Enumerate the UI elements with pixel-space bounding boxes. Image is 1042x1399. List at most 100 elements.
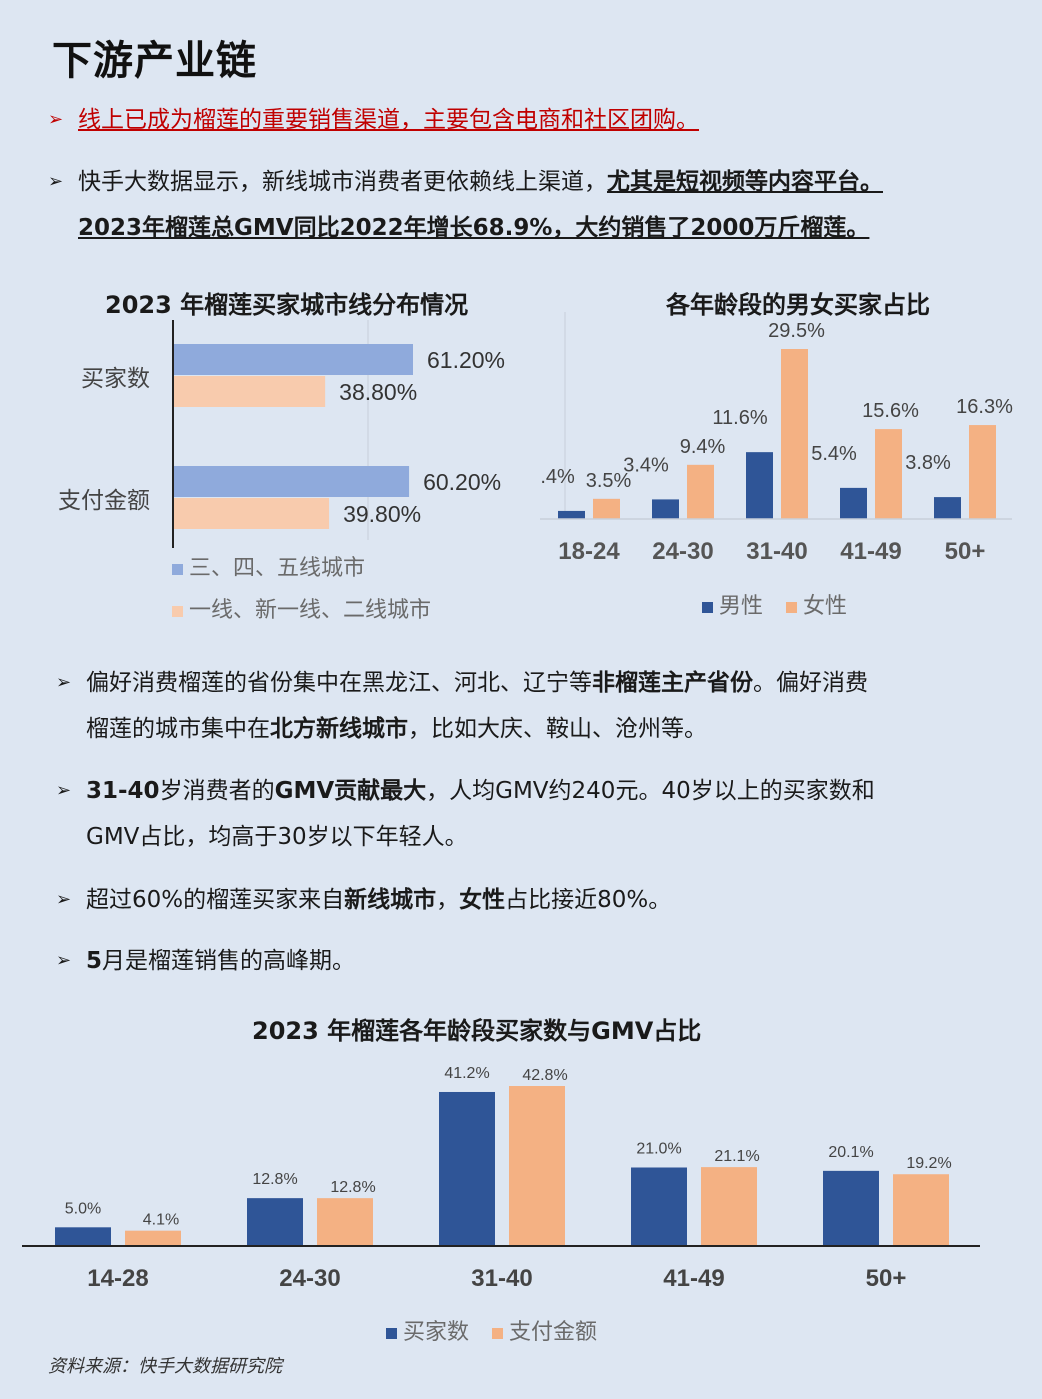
chart2-category-label: 18-24	[558, 538, 620, 565]
chart2-category-label: 31-40	[746, 538, 807, 565]
chart2-bar	[593, 498, 620, 519]
chart3-data-label: 19.2%	[906, 1155, 951, 1172]
arrow-icon: ➢	[48, 171, 64, 192]
bullet-4-bold-a: 31-40	[86, 778, 160, 804]
chart2-data-label: 11.6%	[712, 407, 767, 429]
chart1-title: 2023 年榴莲买家城市线分布情况	[105, 291, 469, 319]
bullet-5-text-a: 超过60%的榴莲买家来自	[86, 887, 345, 913]
chart2-bar	[934, 497, 961, 519]
chart2-bar	[969, 425, 996, 519]
chart2-bar	[875, 429, 902, 519]
bullet-6: ➢ 5月是榴莲销售的高峰期。	[56, 938, 355, 984]
bullet-5: ➢ 超过60%的榴莲买家来自新线城市，女性占比接近80%。	[56, 877, 671, 923]
chart2-bar	[652, 499, 679, 519]
chart3-data-label: 21.0%	[636, 1140, 681, 1157]
chart1-legend-a-label: 三、四、五线城市	[189, 556, 366, 581]
chart2-legend-male: 男性	[719, 594, 764, 619]
chart1-bar	[173, 466, 410, 497]
bullet-2-emphasis: 尤其是短视频等内容平台。	[607, 169, 883, 195]
bullet-2: ➢ 快手大数据显示，新线城市消费者更依赖线上渠道，尤其是短视频等内容平台。 202…	[48, 159, 998, 251]
arrow-icon: ➢	[48, 109, 64, 130]
bullet-2-text: 快手大数据显示，新线城市消费者更依赖线上渠道，	[78, 169, 607, 195]
chart2-data-label: 15.6%	[862, 400, 919, 422]
bullet-5-bold-a: 新线城市	[344, 887, 437, 913]
chart1-svg: 买家数 61.20% 38.80% 支付金额 60.20%39.80%	[58, 320, 505, 548]
page-title: 下游产业链	[52, 38, 257, 84]
chart1-data-label: 38.80%	[339, 379, 417, 405]
chart2-legend-female: 女性	[803, 594, 848, 619]
chart3-data-label: 5.0%	[65, 1200, 101, 1217]
chart1-bar	[173, 376, 326, 407]
chart3-title: 2023 年榴莲各年龄段买家数与GMV占比	[252, 1017, 702, 1045]
chart3-category-label: 31-40	[471, 1265, 532, 1292]
arrow-icon: ➢	[56, 950, 72, 971]
bullet-3-text-b: 。偏好消费	[753, 670, 868, 696]
bullet-1-text: 线上已成为榴莲的重要销售渠道，主要包含电商和社区团购。	[78, 107, 699, 133]
chart3-data-label: 41.2%	[444, 1065, 489, 1082]
legend-swatch	[786, 601, 798, 613]
bullet-3-bold-a: 非榴莲主产省份	[592, 670, 753, 696]
chart2-data-label: 29.5%	[768, 320, 825, 342]
chart1-category-label: 支付金额	[58, 487, 150, 513]
chart1-data-label: 39.80%	[343, 501, 421, 527]
chart3-data-label: 20.1%	[828, 1144, 873, 1161]
legend-swatch	[492, 1327, 504, 1339]
chart3-data-label: 4.1%	[143, 1212, 179, 1229]
chart2-category-label: 24-30	[652, 538, 713, 565]
bullet-4-text-b: ，人均GMV约240元。40岁以上的买家数和	[426, 778, 875, 804]
chart2-bar	[840, 487, 867, 519]
chart2-data-label: 3.4%	[623, 454, 669, 476]
chart3-bar	[509, 1086, 565, 1246]
legend-swatch	[172, 563, 183, 575]
chart3-legend: 买家数 支付金额	[386, 1314, 597, 1346]
chart2-data-label: 3.8%	[905, 452, 951, 474]
bullet-4-bold-b: GMV	[274, 778, 335, 804]
bullet-4-line2: GMV占比，均高于30岁以下年轻人。	[86, 824, 468, 850]
chart3-legend-payment: 支付金额	[509, 1320, 598, 1345]
chart1-data-label: 61.20%	[427, 347, 505, 373]
bullet-3-text-d: ，比如大庆、鞍山、沧州等。	[408, 716, 707, 742]
chart1-legend-b: 一线、新一线、二线城市	[172, 592, 431, 624]
chart2-data-label: 1.4%	[540, 466, 575, 488]
chart2-svg: 1.4% 3.5% 18-24 3.4% 9.4% 24-30 11.6% 29.5% 31-4…	[540, 312, 1013, 565]
chart3-bar	[701, 1167, 757, 1246]
bullet-3-text-a: 偏好消费榴莲的省份集中在黑龙江、河北、辽宁等	[86, 670, 592, 696]
bullet-3-text-c: 榴莲的城市集中在	[86, 716, 270, 742]
chart2-data-label: 9.4%	[680, 436, 726, 458]
bullet-3-bold-b: 北方新线城市	[270, 716, 408, 742]
chart1-category-label: 买家数	[81, 365, 150, 391]
arrow-icon: ➢	[56, 780, 72, 801]
source-note: 资料来源：快手大数据研究院	[48, 1356, 282, 1377]
chart3-category-label: 24-30	[279, 1265, 340, 1292]
bullet-3: ➢ 偏好消费榴莲的省份集中在黑龙江、河北、辽宁等非榴莲主产省份。偏好消费 榴莲的城…	[56, 660, 996, 752]
chart3-bar	[631, 1167, 687, 1246]
chart2-category-label: 41-49	[840, 538, 901, 565]
chart2-title: 各年龄段的男女买家占比	[666, 291, 930, 319]
chart3-bar	[125, 1230, 181, 1246]
bullet-6-bold: 5	[86, 948, 103, 974]
chart2-legend: 男性 女性	[702, 588, 847, 620]
bullet-5-bold-b: 女性	[459, 887, 506, 913]
chart2-category-label: 50+	[945, 538, 986, 565]
legend-swatch	[386, 1327, 397, 1339]
legend-swatch	[702, 601, 713, 613]
chart3-data-label: 21.1%	[714, 1148, 759, 1165]
arrow-icon: ➢	[56, 672, 72, 693]
chart1-legend-a: 三、四、五线城市	[172, 550, 365, 582]
chart1-legend-b-label: 一线、新一线、二线城市	[189, 598, 432, 623]
chart2-bar	[558, 510, 585, 519]
arrow-icon: ➢	[56, 889, 72, 910]
chart3-category-label: 41-49	[663, 1265, 724, 1292]
chart3-bar	[317, 1198, 373, 1246]
chart2-bar	[687, 464, 714, 519]
chart1-bar	[173, 498, 330, 529]
bullet-4-text-a: 岁消费者的	[159, 778, 275, 804]
bullet-5-text-b: ，	[436, 887, 460, 913]
chart3-legend-buyers: 买家数	[403, 1320, 470, 1345]
chart2-data-label: 5.4%	[811, 443, 857, 465]
chart3-category-label: 14-28	[87, 1265, 148, 1292]
chart3-bar	[247, 1198, 303, 1246]
bullet-4: ➢ 31-40岁消费者的GMV贡献最大，人均GMV约240元。40岁以上的买家数和…	[56, 768, 996, 860]
bullet-6-text: 月是榴莲销售的高峰期。	[102, 948, 356, 974]
chart3-bar	[893, 1174, 949, 1246]
